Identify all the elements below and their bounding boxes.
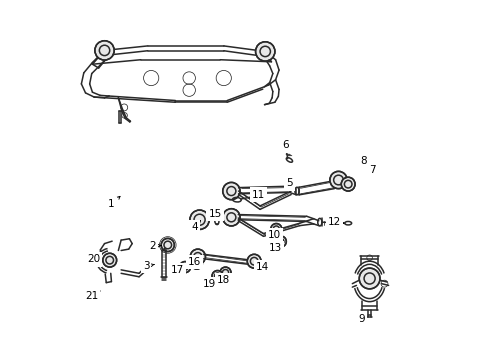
Text: 12: 12 bbox=[327, 217, 343, 227]
Text: 16: 16 bbox=[187, 257, 201, 267]
Text: 18: 18 bbox=[217, 275, 230, 285]
Circle shape bbox=[212, 271, 223, 282]
Text: 7: 7 bbox=[368, 165, 375, 175]
Circle shape bbox=[275, 236, 286, 247]
Text: 15: 15 bbox=[208, 208, 221, 219]
Text: 14: 14 bbox=[255, 262, 268, 272]
Circle shape bbox=[102, 253, 117, 267]
Text: 19: 19 bbox=[202, 279, 215, 289]
Circle shape bbox=[247, 254, 261, 268]
Text: 11: 11 bbox=[251, 189, 264, 199]
Circle shape bbox=[190, 249, 205, 264]
Text: 20: 20 bbox=[87, 255, 100, 265]
Circle shape bbox=[329, 171, 346, 189]
Circle shape bbox=[161, 238, 174, 252]
Text: 17: 17 bbox=[170, 265, 183, 275]
Circle shape bbox=[222, 209, 240, 226]
Text: 13: 13 bbox=[268, 243, 282, 253]
Text: 10: 10 bbox=[267, 230, 281, 240]
Circle shape bbox=[359, 268, 379, 289]
Circle shape bbox=[220, 267, 230, 278]
Circle shape bbox=[222, 183, 240, 200]
Text: 3: 3 bbox=[142, 261, 154, 271]
Circle shape bbox=[270, 224, 281, 235]
Text: 2: 2 bbox=[149, 241, 161, 251]
Text: 21: 21 bbox=[85, 291, 98, 301]
Circle shape bbox=[341, 177, 354, 191]
Circle shape bbox=[189, 210, 209, 229]
Text: 6: 6 bbox=[282, 140, 288, 153]
Circle shape bbox=[95, 41, 114, 60]
Text: 1: 1 bbox=[108, 196, 120, 209]
Text: 5: 5 bbox=[285, 179, 292, 188]
Text: 4: 4 bbox=[191, 220, 200, 231]
Circle shape bbox=[255, 42, 274, 61]
Text: 8: 8 bbox=[360, 156, 366, 166]
Circle shape bbox=[191, 258, 202, 269]
Circle shape bbox=[179, 262, 190, 273]
Text: 9: 9 bbox=[358, 314, 365, 324]
